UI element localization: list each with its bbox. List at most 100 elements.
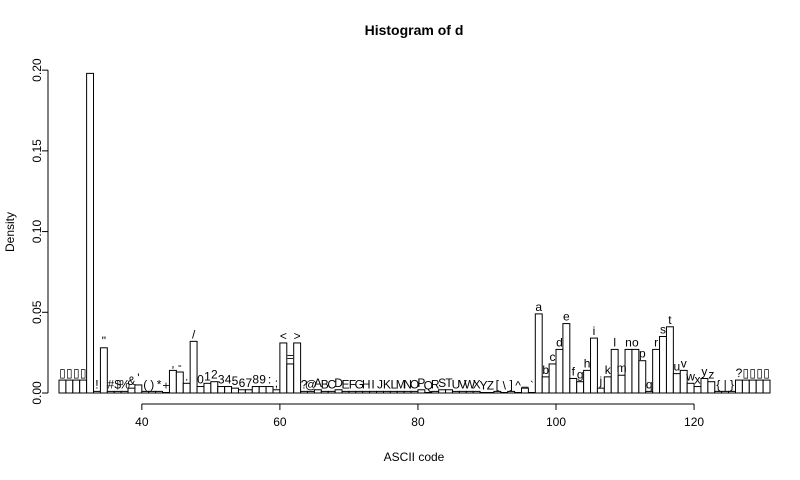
x-axis: 40 60 80 100 120 bbox=[135, 403, 704, 429]
bar-label: P bbox=[417, 376, 425, 390]
histogram-bar bbox=[148, 390, 157, 394]
bar-label: y bbox=[701, 364, 707, 378]
bar-label: 3 bbox=[218, 373, 225, 387]
bar-label: j bbox=[599, 374, 603, 388]
bar-label: S bbox=[438, 376, 446, 390]
bar-label: e bbox=[563, 310, 570, 324]
histogram-bar bbox=[265, 386, 274, 394]
histogram-bar bbox=[251, 386, 260, 394]
bar-label: a bbox=[535, 300, 542, 314]
histogram-bar bbox=[748, 379, 757, 394]
bar-label: ▯ bbox=[80, 366, 87, 380]
histogram-bar bbox=[382, 390, 391, 394]
bar-label: V bbox=[459, 377, 467, 391]
histogram-bar bbox=[562, 323, 571, 394]
histogram-bar bbox=[548, 363, 557, 394]
bar-label: , bbox=[171, 356, 174, 370]
histogram-bar bbox=[327, 390, 336, 394]
histogram-bar bbox=[686, 382, 695, 394]
histogram-bar bbox=[320, 390, 329, 394]
bar-label: _ bbox=[521, 374, 529, 388]
bar-label: * bbox=[157, 377, 162, 391]
histogram-bar bbox=[175, 371, 184, 394]
histogram-bar bbox=[451, 390, 460, 394]
x-tick-label: 40 bbox=[135, 415, 149, 429]
bar-label: 5 bbox=[232, 374, 239, 388]
histogram-bar bbox=[141, 390, 150, 394]
bar-label: ] bbox=[509, 377, 512, 391]
histogram-bar bbox=[272, 389, 281, 394]
bar-label: K bbox=[383, 377, 391, 391]
bar-label: p bbox=[639, 347, 646, 361]
bar-label: & bbox=[127, 374, 135, 388]
bar-label: u bbox=[673, 360, 680, 374]
histogram-bar bbox=[300, 390, 309, 394]
histogram-bar bbox=[693, 386, 702, 394]
bar-label: q bbox=[646, 377, 653, 391]
bar-label: f bbox=[572, 364, 576, 378]
y-tick-label: 0.00 bbox=[30, 381, 44, 405]
bar-label: s bbox=[660, 323, 666, 337]
bar-label: b bbox=[542, 363, 549, 377]
histogram-bar bbox=[113, 390, 122, 394]
bar-label: | bbox=[724, 377, 727, 391]
bar-label: 8 bbox=[252, 373, 259, 387]
bar-label: + bbox=[162, 379, 169, 393]
x-tick-label: 100 bbox=[546, 415, 566, 429]
bar-label: l bbox=[613, 335, 616, 349]
bar-label: G bbox=[355, 377, 364, 391]
x-tick-label: 60 bbox=[273, 415, 287, 429]
histogram-bar bbox=[527, 392, 536, 394]
histogram-bar bbox=[79, 379, 88, 394]
bar-labels-group: ▯ ▯ ▯ ▯!"# $%& '() * +, -./0 1 2 3 4 5 6 7 8 9: ;<=>?@ABCD… bbox=[59, 300, 770, 393]
histogram-bar bbox=[162, 392, 170, 394]
histogram-bar bbox=[293, 342, 302, 394]
bar-label: ▯ bbox=[763, 366, 770, 380]
histogram-bar bbox=[521, 387, 529, 394]
bar-label: 1 bbox=[204, 369, 211, 383]
histogram-bar bbox=[665, 326, 674, 394]
bar-label: o bbox=[632, 335, 639, 349]
histogram-bar bbox=[286, 363, 295, 394]
y-tick-label: 0.05 bbox=[30, 300, 44, 324]
histogram-bar bbox=[583, 369, 592, 394]
histogram-bar bbox=[652, 348, 661, 394]
bar-label: Y bbox=[480, 379, 488, 393]
bar-label: J bbox=[377, 377, 383, 391]
histogram-bar bbox=[458, 390, 467, 394]
histogram-bar bbox=[479, 392, 488, 394]
bar-label: ! bbox=[95, 377, 98, 391]
histogram-bar bbox=[348, 390, 357, 394]
bar-label: C bbox=[327, 377, 336, 391]
bar-label: B bbox=[321, 377, 329, 391]
histogram-bar bbox=[106, 390, 115, 394]
bar-label: ▯ bbox=[73, 366, 80, 380]
histogram-bar bbox=[534, 313, 543, 394]
histogram-bar bbox=[196, 386, 205, 394]
bar-label: " bbox=[102, 334, 106, 348]
histogram-bar bbox=[189, 340, 198, 394]
histogram-bar bbox=[679, 369, 688, 394]
bar-label: 0 bbox=[197, 373, 204, 387]
x-tick-label: 80 bbox=[411, 415, 425, 429]
bar-label: A bbox=[314, 376, 322, 390]
histogram-bar bbox=[507, 390, 516, 394]
bar-label: / bbox=[192, 327, 196, 341]
bar-label: ? bbox=[301, 377, 308, 391]
bar-label: ▯ bbox=[756, 366, 763, 380]
histogram-bar bbox=[734, 379, 743, 394]
bar-label: I bbox=[371, 377, 374, 391]
bar-label: ▯ bbox=[66, 366, 73, 380]
bar-label: # bbox=[107, 377, 114, 391]
bar-label: > bbox=[294, 329, 301, 343]
bar-label: ` bbox=[530, 379, 534, 393]
histogram-bar bbox=[410, 390, 419, 394]
histogram-bar bbox=[541, 376, 550, 394]
histogram-bar bbox=[762, 379, 771, 394]
histogram-bar bbox=[99, 347, 108, 394]
y-tick-label: 0.20 bbox=[30, 58, 44, 82]
bar-label: ' bbox=[137, 371, 139, 385]
histogram-bar bbox=[493, 390, 502, 394]
histogram-bar bbox=[65, 379, 74, 394]
histogram-bar bbox=[610, 348, 619, 394]
